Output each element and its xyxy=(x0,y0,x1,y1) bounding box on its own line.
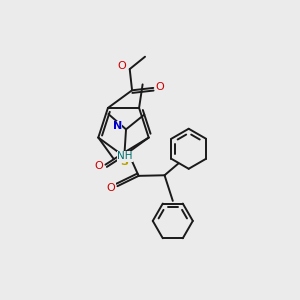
Text: NH: NH xyxy=(117,152,133,161)
Text: O: O xyxy=(118,61,126,70)
Text: O: O xyxy=(155,82,164,92)
Text: S: S xyxy=(120,158,128,167)
Text: N: N xyxy=(112,122,122,131)
Text: O: O xyxy=(94,161,103,171)
Text: O: O xyxy=(106,183,115,193)
